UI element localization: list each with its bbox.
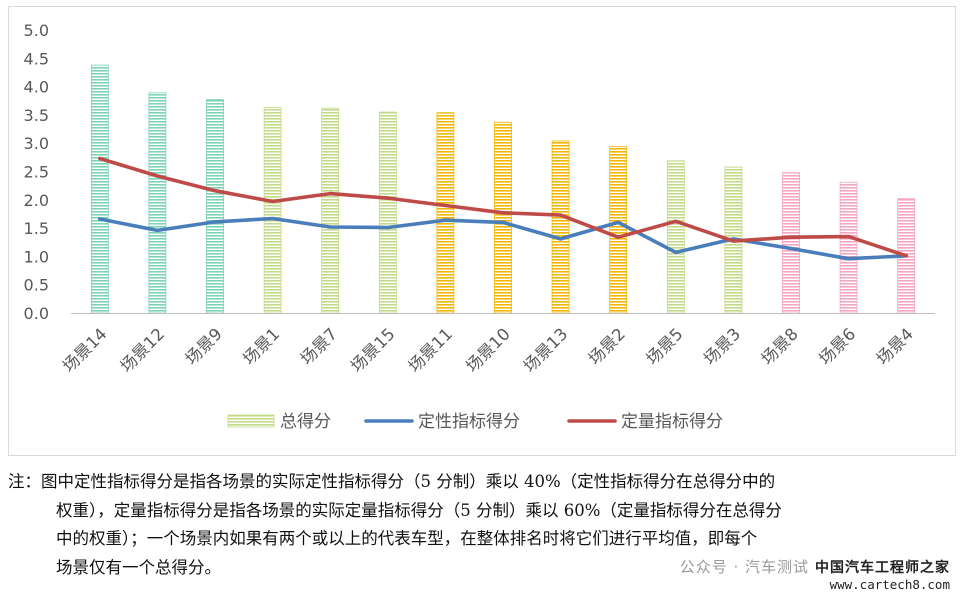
- bar: [782, 172, 800, 314]
- legend-label: 总得分: [280, 412, 331, 432]
- y-tick-label: 0.5: [24, 276, 49, 295]
- line-series: [98, 156, 909, 261]
- watermark-url: www.cartech8.com: [829, 577, 950, 592]
- legend-item: 定性指标得分: [364, 412, 520, 432]
- y-tick-label: 0.0: [24, 304, 49, 323]
- bar: [609, 146, 628, 314]
- note-line: 场景仅有一个总得分。: [56, 557, 221, 577]
- y-tick-label: 2.0: [24, 191, 49, 210]
- x-tick-label: 场景14: [59, 324, 111, 376]
- x-tick-label: 场景3: [700, 324, 744, 368]
- legend-item: 定量指标得分: [567, 412, 723, 432]
- legend-label: 定量指标得分: [621, 412, 723, 432]
- bar: [206, 99, 224, 314]
- watermark-wechat: 公众号 · 汽车测试: [679, 558, 809, 576]
- chart-note: 注：图中定性指标得分是指各场景的实际定性指标得分（5 分制）乘以 40%（定性指…: [8, 468, 956, 582]
- note-line: 权重），定量指标得分是指各场景的实际定量指标得分（5 分制）乘以 60%（定量指…: [56, 500, 782, 520]
- x-tick-label: 场景9: [182, 324, 226, 368]
- bar: [321, 107, 340, 314]
- x-tick-label: 场景15: [347, 324, 399, 376]
- bar-series: [90, 64, 916, 314]
- x-tick-label: 场景11: [405, 324, 457, 376]
- y-axis: 0.0 0.5 1.0 1.5 2.0 2.5 3.0 3.5 4.0 4.5 5.0: [24, 21, 49, 323]
- x-tick-label: 场景8: [758, 324, 802, 368]
- x-tick-label: 场景12: [117, 324, 169, 376]
- watermark-site-name: 中国汽车工程师之家: [815, 560, 950, 576]
- bar: [90, 64, 109, 314]
- series-line: [98, 156, 909, 258]
- y-tick-label: 1.0: [24, 247, 49, 266]
- note-line: 中的权重）；一个场景内如果有两个或以上的代表车型，在整体排名时将它们进行平均值，…: [56, 529, 758, 548]
- note-line: 注：图中定性指标得分是指各场景的实际定性指标得分（5 分制）乘以 40%（定性指…: [8, 472, 776, 491]
- x-axis: 场景14 场景12 场景9 场景1 场景7 场景15 场景11 场景10 场景13 场景2 场景5 场…: [59, 313, 935, 376]
- x-tick-label: 场景7: [297, 324, 341, 368]
- bar: [378, 111, 397, 314]
- x-tick-label: 场景4: [873, 324, 917, 368]
- bar: [436, 112, 455, 314]
- y-tick-label: 2.5: [24, 163, 49, 182]
- watermark: 公众号 · 汽车测试 中国汽车工程师之家 www.cartech8.com: [680, 556, 950, 592]
- legend-swatch: [227, 414, 275, 428]
- bar: [551, 140, 570, 314]
- bar: [666, 160, 685, 314]
- y-tick-label: 5.0: [24, 21, 49, 40]
- legend-label: 定性指标得分: [418, 412, 520, 432]
- x-tick-label: 场景2: [585, 324, 629, 368]
- y-tick-label: 1.5: [24, 219, 49, 238]
- x-tick-label: 场景1: [239, 324, 283, 368]
- x-tick-label: 场景5: [642, 324, 686, 368]
- bar: [839, 181, 858, 314]
- legend: 总得分 定性指标得分 定量指标得分: [227, 412, 723, 432]
- chart-svg: 0.00.51.01.52.02.53.03.54.04.55.0 场景14 场景…: [24, 21, 935, 432]
- bar: [263, 107, 282, 314]
- x-tick-label: 场景13: [520, 324, 572, 376]
- x-tick-label: 场景10: [462, 324, 514, 376]
- y-tick-label: 3.0: [24, 134, 49, 153]
- bar: [148, 92, 167, 314]
- series-line: [98, 216, 909, 261]
- y-tick-label: 3.5: [24, 106, 49, 125]
- x-tick-label: 场景6: [815, 324, 859, 368]
- y-tick-label: 4.5: [24, 49, 49, 68]
- bar: [494, 121, 512, 314]
- y-tick-label: 4.0: [24, 78, 49, 97]
- chart-frame: 0.0 0.5 1.0 1.5 2.0 2.5 3.0 3.5 4.0 4.5 5.0 场景14 场景…: [8, 6, 956, 456]
- legend-item: 总得分: [227, 412, 331, 432]
